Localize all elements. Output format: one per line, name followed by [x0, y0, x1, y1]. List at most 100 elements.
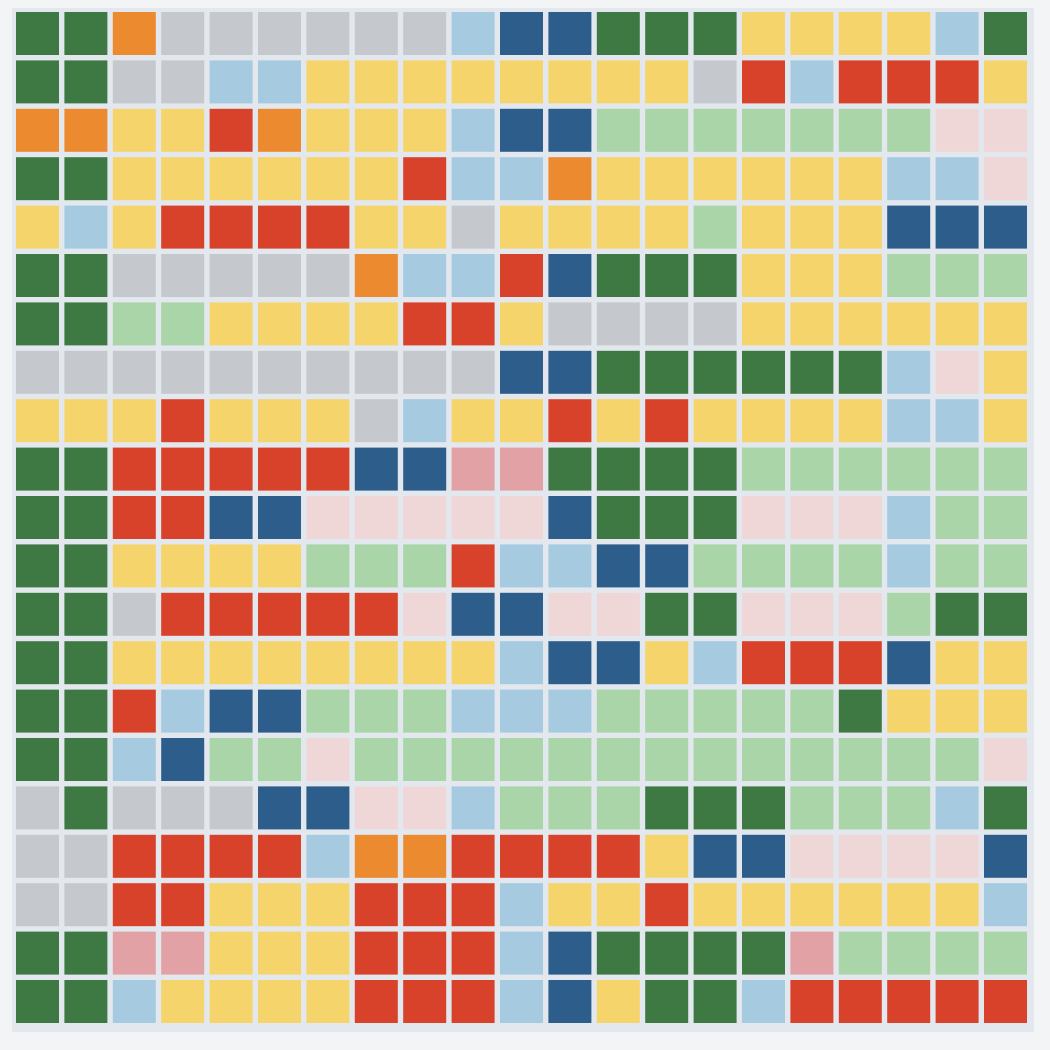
tile — [258, 302, 301, 346]
tile — [984, 689, 1027, 733]
tile — [64, 980, 108, 1023]
tile — [451, 544, 495, 588]
tile — [403, 254, 447, 297]
tile — [161, 592, 205, 636]
tile — [742, 496, 785, 539]
tile — [645, 108, 689, 152]
tile — [354, 834, 398, 878]
tile — [258, 786, 301, 830]
tile — [451, 592, 495, 636]
tile — [258, 544, 301, 588]
tile — [548, 834, 592, 878]
tile — [838, 544, 882, 588]
tile — [887, 350, 931, 394]
tile — [693, 592, 737, 636]
tile — [354, 157, 398, 201]
tile — [209, 641, 253, 685]
tile — [596, 544, 640, 588]
tile — [693, 689, 737, 733]
tile — [596, 302, 640, 346]
tile — [548, 786, 592, 830]
tile — [596, 641, 640, 685]
tile — [645, 496, 689, 539]
tile — [790, 350, 834, 394]
tile — [209, 205, 253, 249]
tile — [258, 205, 301, 249]
tile — [209, 931, 253, 975]
tile — [742, 447, 785, 491]
tile — [500, 254, 543, 297]
tile — [16, 641, 59, 685]
tile — [64, 592, 108, 636]
tile — [693, 60, 737, 104]
tile — [16, 592, 59, 636]
tile — [596, 447, 640, 491]
tile — [161, 12, 205, 55]
tile — [403, 350, 447, 394]
tile — [790, 931, 834, 975]
tile — [935, 157, 979, 201]
tile — [596, 786, 640, 830]
tile — [887, 931, 931, 975]
tile — [112, 108, 156, 152]
tile — [935, 205, 979, 249]
tile — [16, 302, 59, 346]
tile — [548, 350, 592, 394]
tile — [64, 883, 108, 927]
tile — [209, 592, 253, 636]
tile — [596, 592, 640, 636]
tile — [258, 592, 301, 636]
tile — [64, 205, 108, 249]
tile — [209, 350, 253, 394]
tile — [161, 350, 205, 394]
tile — [306, 931, 350, 975]
tile — [596, 254, 640, 297]
tile — [742, 931, 785, 975]
tile — [693, 544, 737, 588]
tile — [887, 980, 931, 1023]
tile — [403, 641, 447, 685]
tile — [548, 399, 592, 443]
tile — [596, 205, 640, 249]
tile — [258, 980, 301, 1023]
tile — [403, 399, 447, 443]
tile — [645, 447, 689, 491]
tile — [984, 302, 1027, 346]
tile — [64, 254, 108, 297]
tile — [984, 60, 1027, 104]
tile — [306, 60, 350, 104]
tile — [161, 980, 205, 1023]
tile — [790, 834, 834, 878]
tile — [500, 350, 543, 394]
tile — [112, 641, 156, 685]
tile — [112, 205, 156, 249]
tile — [887, 834, 931, 878]
tile — [403, 883, 447, 927]
tile — [354, 883, 398, 927]
tile — [742, 834, 785, 878]
tile — [209, 496, 253, 539]
tile — [306, 399, 350, 443]
tile — [693, 302, 737, 346]
tile — [354, 108, 398, 152]
tile — [403, 205, 447, 249]
tile — [403, 931, 447, 975]
tile — [306, 544, 350, 588]
tile — [112, 738, 156, 781]
tile — [548, 592, 592, 636]
tile — [64, 544, 108, 588]
tile — [500, 931, 543, 975]
tile — [742, 399, 785, 443]
tile — [451, 302, 495, 346]
tile — [693, 786, 737, 830]
tile — [64, 108, 108, 152]
tile — [790, 689, 834, 733]
tile — [838, 302, 882, 346]
tile — [838, 60, 882, 104]
tile — [403, 60, 447, 104]
tile — [645, 254, 689, 297]
tile — [403, 302, 447, 346]
tile — [16, 205, 59, 249]
tile — [354, 980, 398, 1023]
